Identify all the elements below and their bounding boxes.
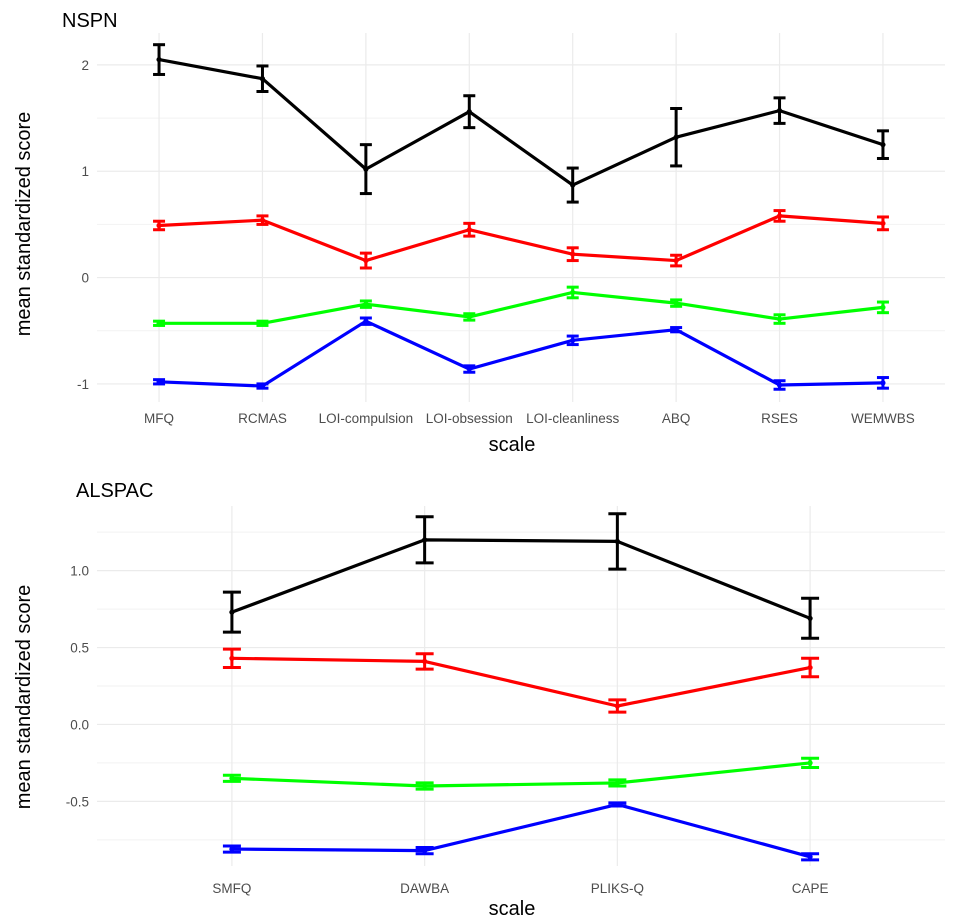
x-tick-label: RCMAS [238,411,287,426]
tick-labels: -0.5 0.0 0.5 1.0 SMFQ DAWBA PLIKS-Q CAPE [66,564,829,896]
x-tick-label: RSES [761,411,798,426]
series-red [153,209,889,270]
data-point [422,658,428,664]
data-point [466,314,472,320]
x-tick-label: DAWBA [400,881,449,896]
series-blue [222,801,820,862]
data-point [422,848,428,854]
data-point [880,220,886,226]
data-point [807,615,813,621]
data-point [570,289,576,296]
data-point [363,257,369,264]
x-tick-label: LOI-compulsion [319,411,414,426]
data-point [614,801,620,808]
data-point [673,257,679,264]
gridlines [97,506,945,866]
x-tick-label: LOI-obsession [426,411,513,426]
data-point [229,655,235,661]
series-blue [153,316,889,391]
tick-labels: -1 0 1 2 MFQ RCMAS LOI-compulsion LOI-obsession… [77,58,915,426]
data-point [673,300,679,306]
data-point [673,134,679,140]
x-tick-label: WEMWBS [851,411,915,426]
alspac-panel: ALSPAC mean standardized score scale -0.… [13,480,945,920]
data-point [156,379,162,385]
nspn-panel: NSPN mean standardized score scale -1 0 1 2… [13,10,945,456]
panel-title: ALSPAC [76,480,153,502]
y-tick-label: 1 [81,164,89,179]
data-point [229,775,235,781]
series-green [153,285,889,327]
data-point [776,213,783,219]
data-point [614,538,620,544]
data-point [807,664,813,671]
data-point [614,780,620,786]
y-axis-title: mean standardized score [13,585,35,810]
panel-title: NSPN [62,10,118,32]
data-point [880,380,886,386]
y-tick-label: 0.0 [70,717,89,732]
series-group [153,43,889,391]
data-point [466,366,472,372]
x-tick-label: SMFQ [212,881,251,896]
series-line [158,319,883,388]
data-point [259,217,266,223]
data-point [570,251,576,257]
series-line [231,802,811,859]
series-green [222,756,820,791]
y-tick-label: 0.5 [70,641,89,656]
y-axis-title: mean standardized score [13,112,35,337]
series-line [159,290,884,325]
data-point [363,318,369,324]
data-point [466,109,472,115]
series-line [231,761,811,788]
series-line [231,538,811,620]
data-point [776,108,783,114]
data-point [776,382,783,388]
data-point [229,609,235,615]
x-tick-label: ABQ [662,411,691,426]
data-point [570,337,576,343]
data-point [259,383,266,389]
y-tick-label: 1.0 [70,564,89,579]
series-black [222,512,820,640]
data-point [156,320,162,326]
series-line [231,656,811,708]
data-point [229,846,235,852]
series-group [222,512,820,862]
data-point [880,304,886,310]
x-tick-label: CAPE [792,881,829,896]
data-point [570,182,576,188]
data-point [363,301,369,307]
data-point [156,222,162,229]
x-tick-label: LOI-cleanliness [526,411,619,426]
data-point [880,142,886,148]
data-point [422,537,428,543]
data-point [259,76,266,82]
x-tick-label: MFQ [144,411,174,426]
y-tick-label: -0.5 [66,794,89,809]
data-point [776,316,783,322]
x-axis-title: scale [489,898,536,920]
series-line [158,58,884,187]
data-point [259,320,266,326]
data-point [807,760,813,766]
y-tick-label: 0 [81,271,89,286]
y-tick-label: -1 [77,377,89,392]
data-point [363,166,369,172]
x-tick-label: PLIKS-Q [591,881,644,896]
data-point [156,56,162,63]
x-axis-title: scale [489,434,536,456]
series-black [153,43,889,204]
data-point [422,783,428,789]
data-point [807,854,813,860]
series-red [222,647,820,714]
data-point [614,703,620,709]
data-point [466,227,472,233]
data-point [673,327,679,333]
series-line [158,214,884,263]
y-tick-label: 2 [81,58,89,73]
